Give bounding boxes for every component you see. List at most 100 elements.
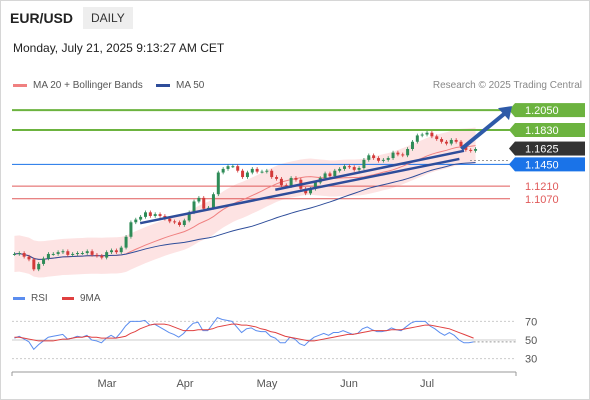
candle-body [328,173,332,177]
candle-body [27,256,31,260]
candle-body [211,194,215,208]
candle-body [323,173,327,178]
candle-body [381,159,385,161]
ma20-swatch-icon [13,84,27,87]
level-tag-3 [515,157,585,172]
candle-body [105,252,109,258]
rsi-tick-70: 70 [525,316,537,328]
candle-body [386,158,390,160]
legend-ma9: 9MA [62,293,101,304]
candle-body [61,251,65,253]
level-label-0: 1.2050 [525,105,559,117]
candle-body [270,170,274,178]
candle-body [173,221,177,223]
candle-body [90,251,94,255]
candle-body [226,166,230,169]
projection-arrow-line [460,112,506,151]
level-label-2: 1.1625 [525,144,559,156]
candle-body [100,255,104,258]
candle-body [12,253,16,255]
x-tick-Jun: Jun [340,378,358,390]
candle-body [119,247,123,253]
candle-body [420,134,424,136]
candle-body [435,136,439,140]
candle-body [367,155,371,160]
candle-body [410,141,414,149]
candle-body [265,170,269,172]
legend-ma50: MA 50 [156,80,204,91]
level-label-1: 1.1830 [525,125,559,137]
candle-body [51,253,55,255]
timeframe-badge[interactable]: DAILY [83,7,133,29]
ma9-swatch-icon [62,297,74,300]
level-label-5: 1.1070 [525,194,559,206]
candle-body [241,170,245,178]
rsi-label: RSI [31,293,48,304]
candle-body [275,177,279,179]
candle-body [95,254,99,256]
candle-body [46,253,50,259]
candle-body [338,168,342,171]
rsi-line [14,316,474,351]
candle-body [357,168,361,170]
candle-body [449,139,453,144]
candle-body [56,252,60,254]
candle-body [139,216,143,220]
candle-body [221,168,225,173]
candle-body [255,168,259,172]
ma20-label: MA 20 + Bollinger Bands [33,80,143,91]
trendline-0 [139,157,460,225]
level-tag-arrow-3 [509,157,515,172]
candle-body [168,218,172,222]
x-tick-Mar: Mar [98,378,117,390]
candle-body [391,152,395,159]
trendline-1 [275,149,465,191]
candle-body [216,172,220,195]
level-tag-arrow-1 [509,123,515,137]
candle-body [129,222,133,237]
level-tag-arrow-2 [509,141,515,156]
candle-body [134,219,138,223]
level-label-4: 1.1210 [525,181,559,193]
candle-body [80,253,84,255]
candle-body [182,220,186,225]
candle-body [401,154,405,156]
candle-body [245,172,249,178]
candle-body [37,263,41,270]
candle-body [110,250,114,253]
candle-body [352,167,356,170]
candle-body [309,188,313,194]
candle-body [372,155,376,159]
candle-body [406,149,410,156]
candle-body [333,170,337,177]
candle-body [158,214,162,216]
candle-body [260,171,264,173]
level-tag-2 [515,141,585,156]
x-tick-Apr: Apr [176,378,193,390]
ma50-line [14,162,476,260]
level-label-3: 1.1450 [525,159,559,171]
candle-body [42,258,46,264]
ma50-label: MA 50 [176,80,205,91]
candle-body [454,139,458,142]
header: EUR/USD DAILY [4,6,133,30]
timestamp: Monday, July 21, 2025 9:13:27 AM CET [13,41,225,55]
ma50-swatch-icon [156,84,170,87]
level-tag-arrow-0 [509,103,515,118]
copyright: Research © 2025 Trading Central [432,80,582,91]
candle-body [22,253,26,257]
candle-body [236,166,240,171]
x-tick-May: May [257,378,278,390]
candle-body [192,201,196,213]
candle-body [440,139,444,142]
rsi-tick-50: 50 [525,335,537,347]
candle-body [250,168,254,173]
currency-pair: EUR/USD [10,10,74,26]
candle-body [17,253,21,255]
legend-rsi: RSI [13,293,48,304]
candle-body [148,212,152,216]
candle-body [71,253,75,255]
candle-body [284,185,288,187]
candle-body [177,222,181,225]
